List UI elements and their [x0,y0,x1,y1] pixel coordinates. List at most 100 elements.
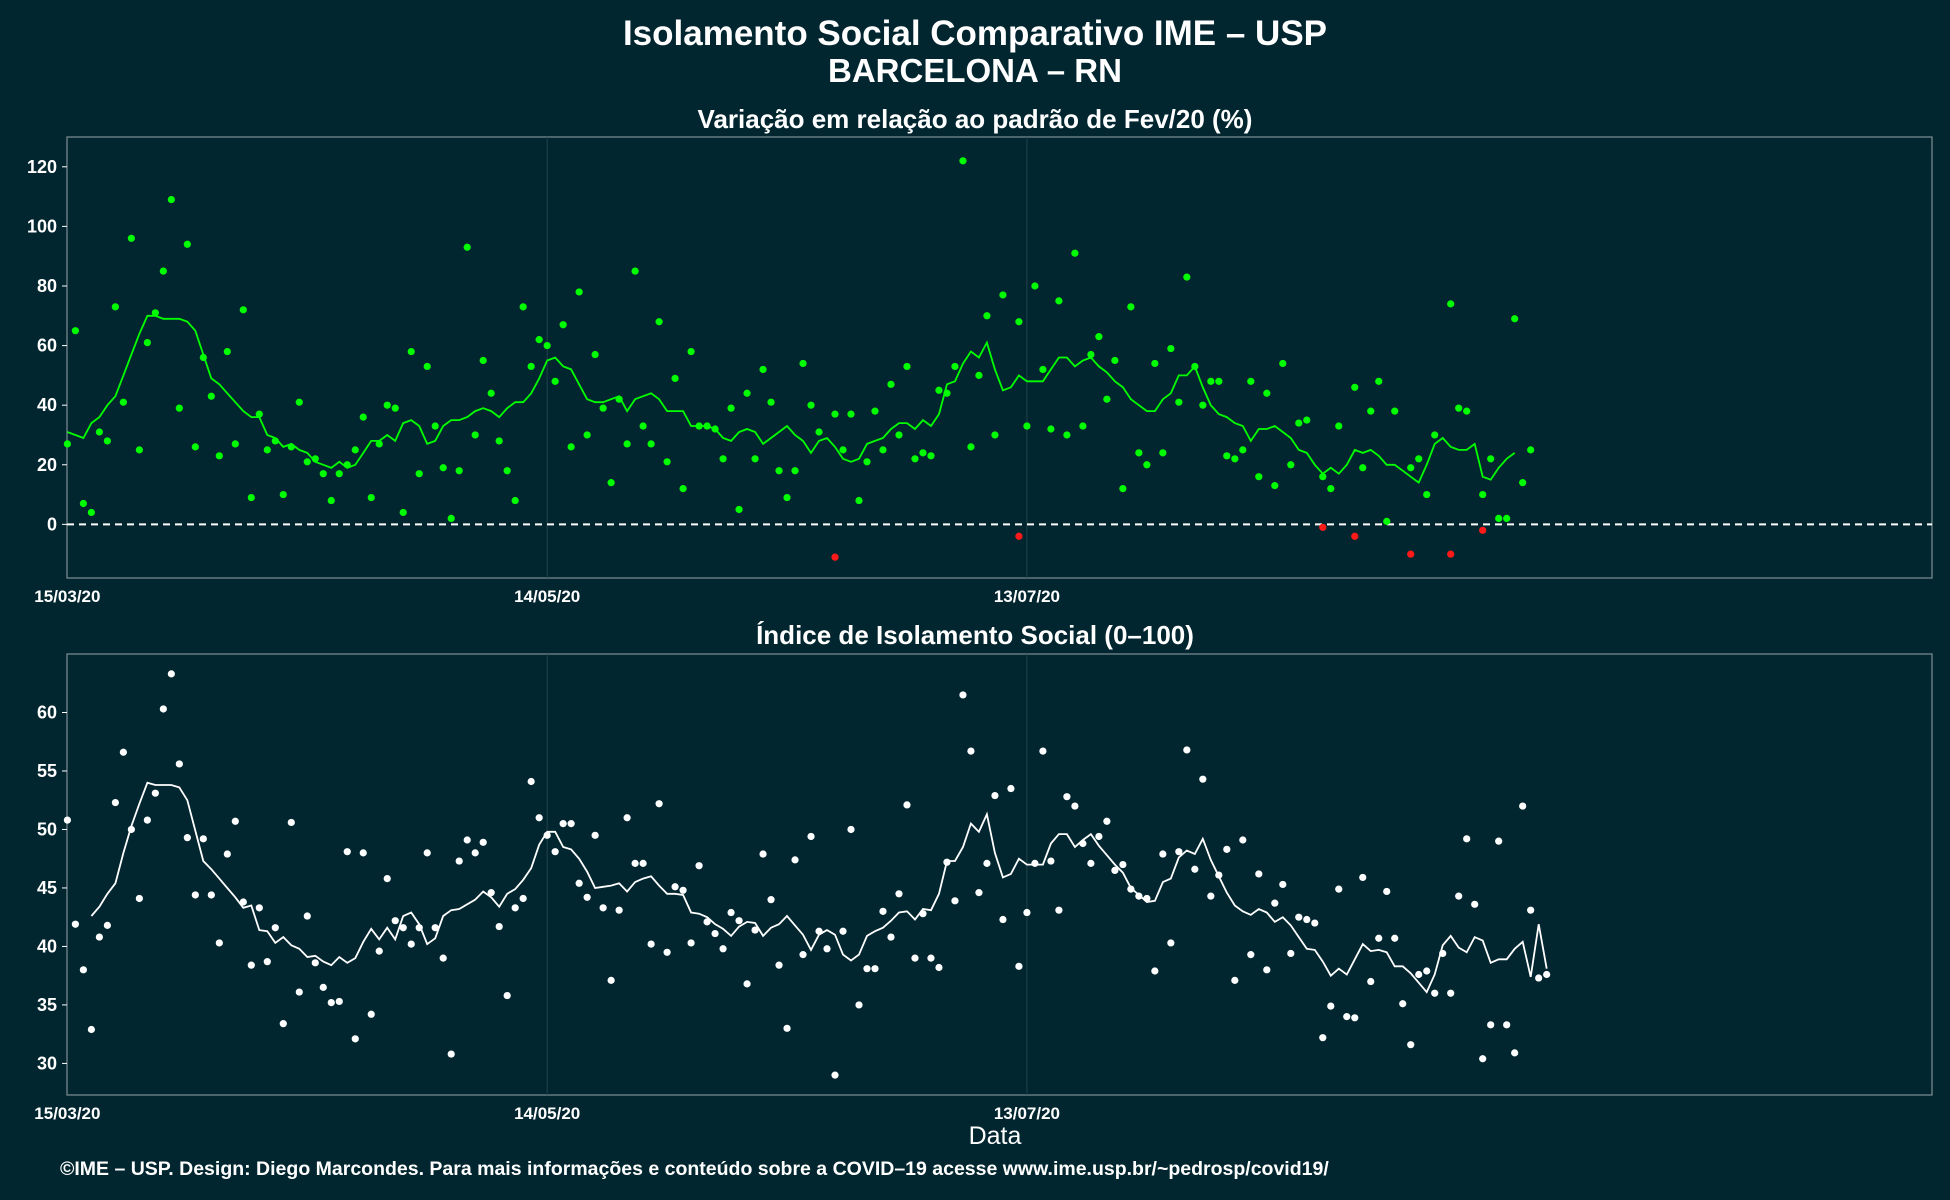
data-point [415,924,423,932]
data-point-green [943,389,951,397]
data-point [175,760,183,768]
data-point-green [79,499,87,508]
data-point-green [671,374,679,382]
data-point [751,926,759,934]
data-point [1031,859,1039,867]
data-point [615,906,623,914]
data-point-green [1103,395,1111,403]
data-point-green [295,398,303,406]
data-point-green [711,425,719,433]
data-point-green [311,455,319,463]
data-point-green [199,353,207,362]
y-tick-label: 120 [27,157,57,177]
x-tick-label: 15/03/20 [34,1104,100,1123]
data-point-green [431,422,439,430]
data-point [1143,894,1151,903]
data-point [935,963,943,972]
data-point-green [1079,422,1087,430]
data-point-green [919,449,927,457]
data-point [599,904,607,912]
data-point [823,945,831,953]
data-point [1239,836,1247,844]
data-point-green [423,362,431,371]
data-point-green [103,437,111,445]
data-point-green [1527,446,1535,454]
data-point [631,859,639,867]
data-point-red [1479,526,1487,534]
data-point-green [887,380,895,388]
data-point [1311,919,1319,927]
data-point-green [1071,249,1079,257]
data-point [783,1024,791,1032]
data-point-green [687,347,695,356]
data-point [295,988,303,996]
data-point [927,954,935,962]
data-point [127,825,135,834]
x-tick-label: 13/07/20 [994,587,1060,606]
data-point [583,893,591,901]
data-point [887,933,895,941]
data-point-green [1127,303,1135,311]
data-point-green [1447,300,1455,308]
data-point-green [471,431,479,439]
data-point [535,814,543,822]
data-point-green [719,455,727,463]
data-point-green [703,422,711,430]
y-tick-label: 50 [37,819,57,839]
data-point [743,980,751,988]
data-point [191,891,199,899]
data-point [1351,1014,1359,1022]
data-point [1543,970,1551,979]
data-point [1415,970,1423,979]
data-point [1047,857,1055,865]
data-point-green [439,464,447,472]
data-point-green [951,362,959,371]
data-point-green [527,362,535,371]
data-point [1487,1021,1495,1029]
data-point-green [1023,422,1031,430]
data-point [335,997,343,1006]
data-point [1375,934,1383,942]
data-point-green [567,443,575,451]
data-point-green [159,267,167,275]
data-point-green [607,479,615,487]
figure-subtitle: BARCELONA – RN [828,52,1122,89]
data-point [343,848,351,856]
data-point [1023,908,1031,917]
data-point-green [927,452,935,460]
data-point [519,894,527,903]
data-point [1423,967,1431,975]
data-point [1407,1041,1415,1049]
data-point [791,856,799,864]
data-point [903,801,911,809]
data-point-green [271,437,279,445]
data-point [1439,949,1447,958]
data-point-green [1231,455,1239,463]
data-point [327,998,335,1007]
data-point [1319,1034,1327,1042]
data-point-green [535,336,543,344]
data-point [111,798,119,807]
data-point-green [87,508,95,517]
data-point [1279,880,1287,889]
data-point [695,862,703,870]
data-point-green [1191,362,1199,371]
data-point-green [127,234,135,242]
data-point [999,915,1007,924]
data-point-green [1327,485,1335,493]
data-point-green [1463,407,1471,415]
data-point-green [1239,446,1247,454]
data-point [351,1035,359,1043]
data-point-green [287,443,295,451]
data-point-green [1151,359,1159,368]
data-point-green [727,404,735,412]
data-point-green [983,312,991,320]
data-point-green [1479,490,1487,499]
data-point [495,922,503,931]
data-point-green [383,401,391,409]
data-point-green [1375,377,1383,385]
data-point [151,789,159,797]
data-point [1071,802,1079,810]
data-point [639,859,647,867]
